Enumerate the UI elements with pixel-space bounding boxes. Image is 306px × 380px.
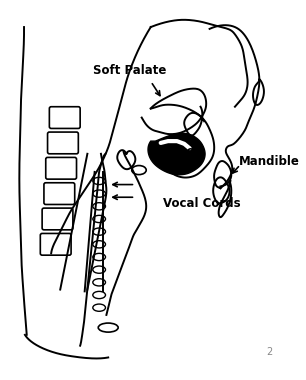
Ellipse shape <box>93 177 106 185</box>
Text: Soft Palate: Soft Palate <box>93 64 166 77</box>
Text: 2: 2 <box>267 347 273 358</box>
Ellipse shape <box>93 253 106 261</box>
Ellipse shape <box>93 304 106 311</box>
FancyBboxPatch shape <box>49 107 80 128</box>
Ellipse shape <box>93 228 106 235</box>
FancyBboxPatch shape <box>44 183 75 204</box>
FancyBboxPatch shape <box>40 233 71 255</box>
FancyBboxPatch shape <box>42 208 73 230</box>
Ellipse shape <box>98 323 118 332</box>
Ellipse shape <box>93 241 106 248</box>
Ellipse shape <box>93 291 106 299</box>
Ellipse shape <box>93 266 106 273</box>
Polygon shape <box>148 133 205 175</box>
Ellipse shape <box>132 166 146 175</box>
Ellipse shape <box>93 279 106 286</box>
FancyBboxPatch shape <box>47 132 78 154</box>
Ellipse shape <box>93 190 106 197</box>
Ellipse shape <box>93 203 106 210</box>
FancyBboxPatch shape <box>46 157 76 179</box>
Text: Mandible: Mandible <box>239 155 300 168</box>
Text: Vocal Cords: Vocal Cords <box>162 197 240 210</box>
Text: Tongue: Tongue <box>148 146 195 158</box>
Ellipse shape <box>93 215 106 223</box>
